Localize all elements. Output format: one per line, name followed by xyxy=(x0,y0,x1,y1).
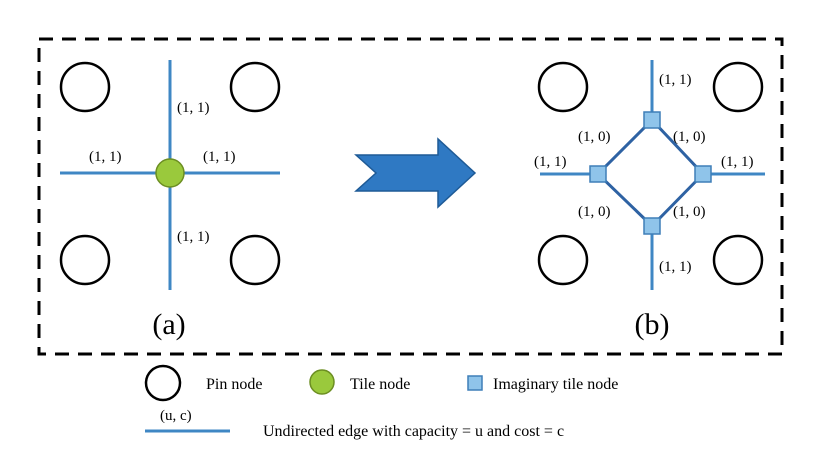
legend-tile-node-label: Tile node xyxy=(350,376,410,393)
legend: Pin node Tile node Imaginary tile node (… xyxy=(144,364,618,440)
pin-node xyxy=(59,234,111,286)
edge-label-top: (1, 1) xyxy=(659,72,692,88)
edge-label-diamond-lower-right: (1, 0) xyxy=(673,204,706,220)
pin-node xyxy=(229,234,281,286)
transform-arrow xyxy=(354,137,477,209)
legend-imaginary-tile-node-icon xyxy=(467,375,483,391)
edge-label-right: (1, 1) xyxy=(721,154,754,170)
imaginary-tile-node xyxy=(694,165,712,183)
pin-node xyxy=(59,61,111,113)
edge-label-diamond-upper-left: (1, 0) xyxy=(578,129,611,145)
legend-edge-description: Undirected edge with capacity = u and co… xyxy=(263,423,564,440)
legend-edge-uc-label: (u, c) xyxy=(160,408,192,424)
panel-label-b: (b) xyxy=(635,308,670,341)
edge-label-bottom: (1, 1) xyxy=(177,229,210,245)
edge-label-diamond-lower-left: (1, 0) xyxy=(578,204,611,220)
pin-node xyxy=(712,234,764,286)
pin-node xyxy=(712,61,764,113)
edge-label-diamond-upper-right: (1, 0) xyxy=(673,129,706,145)
pin-node xyxy=(229,61,281,113)
imaginary-tile-node xyxy=(589,165,607,183)
pin-node xyxy=(537,61,589,113)
dashed-frame xyxy=(37,37,784,356)
legend-pin-node-icon xyxy=(144,364,182,402)
legend-imaginary-tile-node-label: Imaginary tile node xyxy=(493,376,618,393)
panel-a: (1, 1) (1, 1) (1, 1) (1, 1) (a) xyxy=(59,60,281,341)
panel-label-a: (a) xyxy=(152,308,185,341)
tile-node xyxy=(155,158,185,188)
imaginary-tile-node xyxy=(643,111,661,129)
pin-node xyxy=(537,234,589,286)
imaginary-tile-node xyxy=(643,217,661,235)
edge-label-right: (1, 1) xyxy=(203,149,236,165)
edge-label-left: (1, 1) xyxy=(534,154,567,170)
legend-tile-node-icon xyxy=(309,369,335,395)
legend-pin-node-label: Pin node xyxy=(206,376,262,393)
edge-label-top: (1, 1) xyxy=(177,100,210,116)
edge-label-left: (1, 1) xyxy=(89,149,122,165)
panel-b: (1, 1) (1, 1) (1, 1) (1, 1) (1, 0) (1, 0… xyxy=(534,60,765,341)
edge-label-bottom: (1, 1) xyxy=(659,259,692,275)
